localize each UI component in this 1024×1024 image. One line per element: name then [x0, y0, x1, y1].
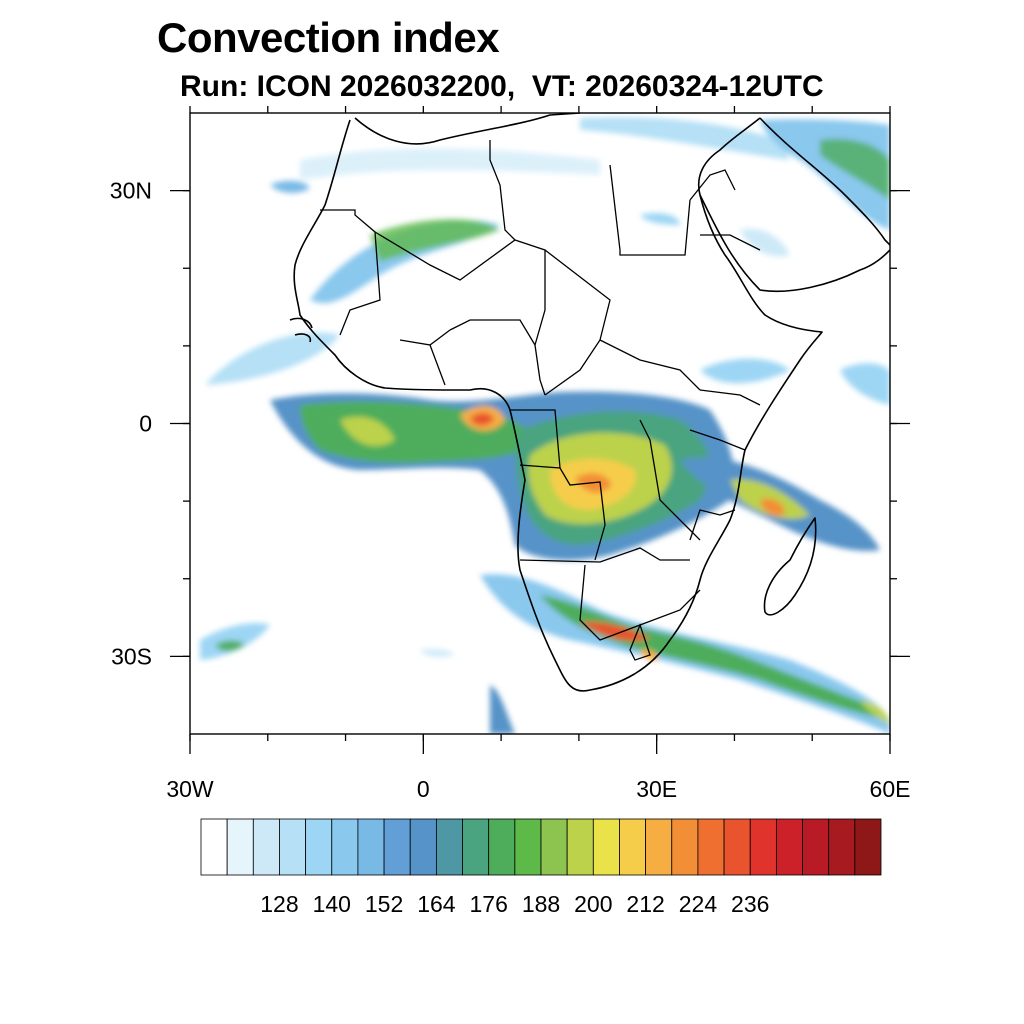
colorbar-swatch — [252, 818, 280, 876]
lon-tick-label: 30W — [166, 776, 214, 802]
colorbar-swatch — [775, 818, 803, 876]
colorbar-swatch — [462, 818, 490, 876]
lat-tick-label: 30S — [111, 643, 152, 669]
colorbar-swatch — [566, 818, 594, 876]
colorbar-label: 212 — [626, 891, 664, 917]
colorbar-swatch — [409, 818, 437, 876]
lon-tick-label: 60E — [870, 776, 911, 802]
colorbar-swatch — [723, 818, 751, 876]
colorbar-label: 224 — [679, 891, 718, 917]
colorbar-swatch — [331, 818, 359, 876]
colorbar-label: 200 — [574, 891, 612, 917]
axis-tick-labels: 30W 0 30E 60E 30N 0 30S — [110, 178, 911, 802]
colorbar-swatch — [854, 818, 882, 876]
colorbar-swatch — [226, 818, 254, 876]
colorbar-swatch — [697, 818, 725, 876]
colorbar-swatch — [200, 818, 228, 876]
colorbar-label: 188 — [522, 891, 560, 917]
map-subtitle: Run: ICON 2026032200, VT: 20260324-12UTC — [180, 70, 824, 103]
colorbar-swatch — [435, 818, 463, 876]
colorbar — [200, 818, 882, 876]
colorbar-swatch — [357, 818, 385, 876]
colorbar-swatch — [802, 818, 830, 876]
colorbar-label: 140 — [313, 891, 351, 917]
colorbar-label: 176 — [470, 891, 508, 917]
convection-field — [200, 117, 890, 734]
colorbar-swatch — [592, 818, 620, 876]
axis-ticks — [170, 106, 910, 754]
lon-tick-label: 30E — [636, 776, 677, 802]
colorbar-label: 164 — [417, 891, 456, 917]
colorbar-labels: 128 140 152 164 176 188 200 212 224 236 — [260, 891, 769, 917]
coastlines — [289, 113, 890, 692]
colorbar-swatch — [645, 818, 673, 876]
lat-tick-label: 30N — [110, 178, 152, 204]
colorbar-swatch — [279, 818, 307, 876]
colorbar-label: 128 — [260, 891, 298, 917]
country-borders — [320, 140, 761, 661]
colorbar-swatch — [749, 818, 777, 876]
map-title: Convection index — [157, 14, 500, 61]
colorbar-swatch — [828, 818, 856, 876]
colorbar-swatch — [540, 818, 568, 876]
colorbar-swatch — [671, 818, 699, 876]
colorbar-swatch — [619, 818, 647, 876]
colorbar-label: 152 — [365, 891, 403, 917]
lon-tick-label: 0 — [417, 776, 430, 802]
lat-tick-label: 0 — [139, 411, 152, 437]
colorbar-swatch — [514, 818, 542, 876]
colorbar-swatch — [488, 818, 516, 876]
colorbar-swatch — [305, 818, 333, 876]
colorbar-label: 236 — [731, 891, 769, 917]
colorbar-swatch — [383, 818, 411, 876]
